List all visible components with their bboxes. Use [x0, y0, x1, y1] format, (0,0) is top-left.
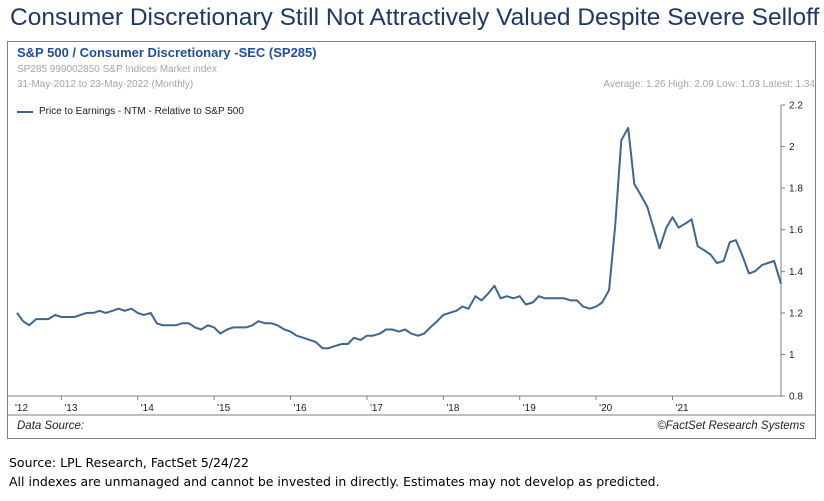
series-line	[16, 126, 782, 350]
headline: Consumer Discretionary Still Not Attract…	[10, 4, 820, 31]
x-tick-label: '17	[370, 403, 383, 414]
y-tick-label: 1.8	[789, 184, 803, 195]
footer-source: Source: LPL Research, FactSet 5/24/22	[9, 455, 250, 470]
chart-title: S&P 500 / Consumer Discretionary -SEC (S…	[17, 45, 317, 60]
x-tick-label: '14	[141, 403, 154, 414]
legend: Price to Earnings - NTM - Relative to S&…	[17, 106, 244, 117]
x-tick-label: '13	[64, 403, 77, 414]
y-tick-label: 1	[789, 350, 795, 361]
y-tick-label: 2.2	[789, 101, 803, 112]
x-tick-label: '18	[446, 403, 459, 414]
y-tick-label: 0.8	[789, 392, 803, 403]
x-tick-label: '16	[294, 403, 307, 414]
data-source-label: Data Source:	[17, 420, 85, 432]
y-tick-label: 1.2	[789, 308, 803, 319]
x-tick-label: '20	[599, 403, 612, 414]
x-tick-label: '21	[676, 403, 689, 414]
footer-disclaimer: All indexes are unmanaged and cannot be …	[9, 474, 660, 489]
y-tick-label: 1.6	[789, 225, 803, 236]
y-tick-label: 1.4	[789, 267, 803, 278]
x-tick-label: '12	[15, 403, 28, 414]
legend-label: Price to Earnings - NTM - Relative to S&…	[39, 106, 244, 117]
y-tick-label: 2	[789, 142, 795, 153]
copyright-label: ©FactSet Research Systems	[657, 420, 805, 432]
x-tick-label: '19	[523, 403, 536, 414]
line-chart: 0.8 1 1.2 1.4 1.6 1.8 2 2.2 '12 '13 '14 '15 '16 '17 '1…	[8, 101, 815, 416]
chart-subtitle-range: 31-May-2012 to 23-May-2022 (Monthly)	[17, 79, 194, 90]
legend-swatch	[17, 110, 33, 113]
x-tick-label: '15	[217, 403, 230, 414]
chart-panel: S&P 500 / Consumer Discretionary -SEC (S…	[7, 41, 816, 439]
chart-stats: Average: 1.26 High: 2.09 Low: 1.03 Lates…	[603, 79, 815, 90]
chart-subtitle-index: SP285 999002850 S&P Indices Market index	[17, 64, 217, 75]
